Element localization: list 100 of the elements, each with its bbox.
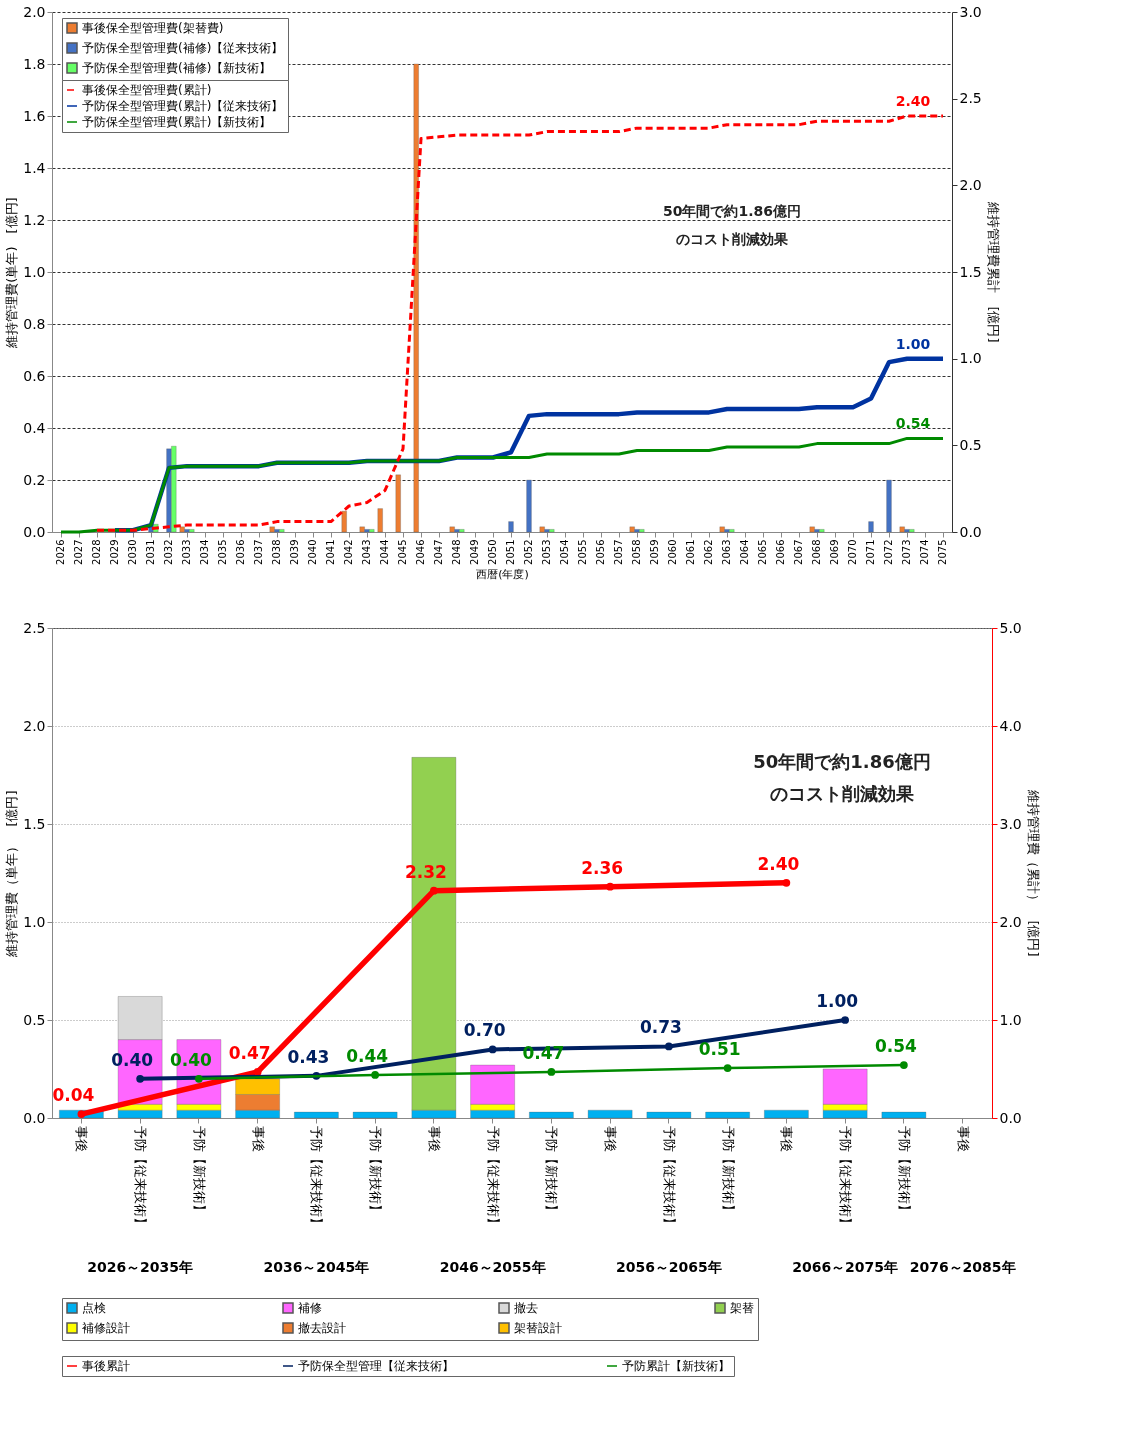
legend-label: 予防累計【新技術】 <box>622 1359 730 1373</box>
x-tick-label: 2051 <box>505 539 516 565</box>
x-tick-label: 2038 <box>271 539 282 565</box>
text: 2036～2045年 <box>263 1259 370 1275</box>
x-tick-label: 2046 <box>415 539 426 565</box>
x-tick-label: 2058 <box>631 539 642 565</box>
y-tick-label: 2.0 <box>23 717 46 734</box>
annotation: 50年間で約1.86億円のコスト削減効果 <box>753 751 931 804</box>
y-tick-label: 0.0 <box>23 523 46 540</box>
x-tick-label: 事後 <box>779 1125 795 1152</box>
bar <box>413 63 419 533</box>
legend-label: 架替 <box>730 1301 754 1315</box>
point <box>488 1045 497 1054</box>
bar <box>377 508 383 533</box>
y-tick-label: 2.0 <box>23 3 46 20</box>
y2-tick-label: 0.5 <box>959 436 982 453</box>
y2-axis-title: 維持管理費累計 [億円] <box>985 201 1001 343</box>
y2-tick-label: 5.0 <box>999 619 1022 636</box>
x-tick-label: 2045 <box>397 539 408 565</box>
data-label: 1.00 <box>895 335 931 352</box>
legend-label: 予防保全型管理費(補修)【新技術】 <box>82 61 272 75</box>
text: 2066～2075年 <box>792 1259 899 1275</box>
x-tick-label: 2075 <box>937 539 948 565</box>
y2-tick-label: 0.0 <box>999 1109 1022 1126</box>
x-tick-label: 2052 <box>523 539 534 565</box>
bar <box>719 526 725 533</box>
x-tick-label: 2026 <box>55 539 66 565</box>
x-tick-label: 2055 <box>577 539 588 565</box>
x-tick-label: 2073 <box>901 539 912 565</box>
y-axis-title: 維持管理費（単年） [億円] <box>4 790 20 958</box>
x-tick-label: 2048 <box>451 539 462 565</box>
legend-label: 補修設計 <box>82 1321 130 1335</box>
bar <box>809 526 815 533</box>
x-tick-label: 予防【新技術】 <box>720 1125 736 1217</box>
legend-label: 架替設計 <box>514 1321 562 1335</box>
x-tick-label: 2030 <box>127 539 138 565</box>
point <box>195 1074 203 1083</box>
x-tick-label: 予防【新技術】 <box>191 1125 207 1217</box>
y-tick-label: 1.5 <box>23 815 46 832</box>
point <box>841 1016 849 1024</box>
bar <box>646 1111 692 1119</box>
y2-axis-title: 維持管理費（累計） [億円] <box>1025 789 1041 957</box>
y2-tick-label: 4.0 <box>999 717 1022 734</box>
data-label: 0.04 <box>52 1085 95 1106</box>
x-tick-label: 2067 <box>793 539 804 565</box>
x-tick-label: 2032 <box>163 539 174 565</box>
data-label: 0.54 <box>874 1036 918 1057</box>
y-tick-label: 1.0 <box>23 263 46 280</box>
x-tick-label: 2062 <box>703 539 714 565</box>
text: 2076～2085年 <box>909 1259 1016 1275</box>
data-label: 0.47 <box>228 1042 271 1063</box>
legend-label: 予防保全型管理費(累計)【従来技術】 <box>82 99 284 113</box>
point <box>136 1074 144 1083</box>
y2-tick-label: 0.0 <box>959 523 982 540</box>
x-tick-label: 2065 <box>757 539 768 565</box>
bar <box>526 479 532 533</box>
x-tick-label: 予防【従来技術】 <box>838 1125 854 1230</box>
x-tick-label: 2033 <box>181 539 192 565</box>
data-label: 2.40 <box>895 93 931 109</box>
line-series <box>59 436 945 534</box>
x-tick-label: 2061 <box>685 539 696 565</box>
x-tick-label: 2035 <box>217 539 228 565</box>
y-tick-label: 0.5 <box>23 1011 46 1028</box>
data-label: 2.40 <box>757 853 800 874</box>
y-tick-label: 1.4 <box>23 159 46 176</box>
x-tick-label: 2057 <box>613 539 624 565</box>
x-tick-label: 2071 <box>865 539 876 565</box>
y-tick-label: 1.6 <box>23 107 46 124</box>
y2-tick-label: 2.0 <box>959 176 982 193</box>
x-tick-label: 2044 <box>379 539 390 565</box>
y2-tick-label: 2.0 <box>999 913 1022 930</box>
data-label: 2.36 <box>581 857 624 878</box>
bar <box>294 1111 339 1119</box>
x-tick-label: 2074 <box>919 539 930 565</box>
y-tick-label: 0.8 <box>23 315 46 332</box>
bar <box>449 526 455 533</box>
bar <box>352 1111 398 1119</box>
y2-tick-label: 3.0 <box>999 815 1022 832</box>
bar <box>886 479 892 533</box>
x-tick-label: 2050 <box>487 539 498 565</box>
x-tick-label: 事後 <box>603 1125 619 1152</box>
x-tick-label: 事後 <box>74 1125 90 1152</box>
legend-label: 点検 <box>82 1301 106 1315</box>
bar <box>529 1111 574 1119</box>
x-tick-label: 2063 <box>721 539 732 565</box>
x-tick-label: 2070 <box>847 539 858 565</box>
bar <box>341 511 347 533</box>
bar <box>629 526 635 533</box>
x-tick-label: 2047 <box>433 539 444 565</box>
point <box>723 1064 732 1072</box>
x-tick-label: 2054 <box>559 539 570 565</box>
y-tick-label: 2.5 <box>23 619 46 636</box>
x-tick-label: 2027 <box>73 539 84 565</box>
y-axis-title: 維持管理費(単年) [億円] <box>4 197 20 349</box>
point <box>900 1061 908 1069</box>
x-tick-label: 予防【従来技術】 <box>133 1125 149 1230</box>
data-label: 0.44 <box>346 1045 389 1066</box>
legend-label: 予防保全型管理費(累計)【新技術】 <box>82 115 272 129</box>
x-tick-label: 2028 <box>91 539 102 565</box>
legend-label: 事後累計 <box>82 1359 130 1373</box>
